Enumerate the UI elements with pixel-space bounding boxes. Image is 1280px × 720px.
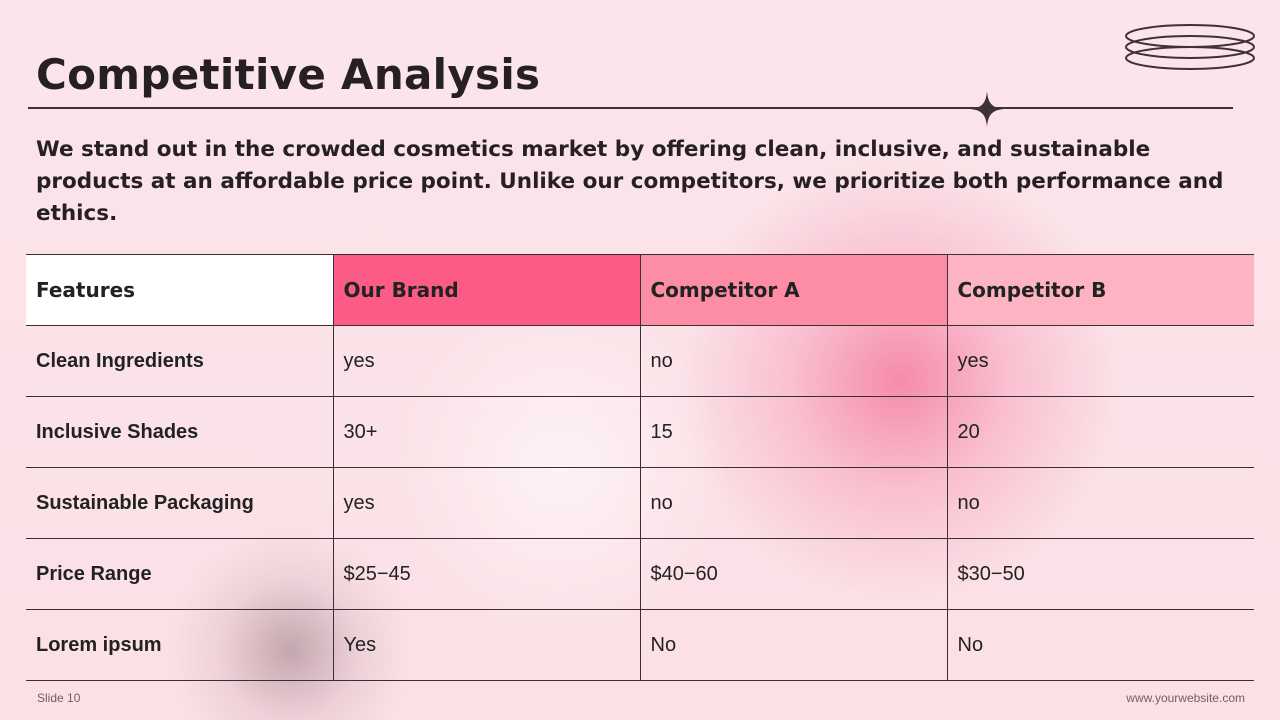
competitor-a-cell: $40−60	[639, 538, 947, 610]
table-row: Sustainable Packaging yes no no	[26, 467, 1254, 539]
intro-paragraph: We stand out in the crowded cosmetics ma…	[36, 137, 1224, 226]
header-features: Features	[26, 254, 333, 326]
feature-label: Lorem ipsum	[26, 609, 333, 681]
competitor-b-cell: $30−50	[946, 538, 1254, 610]
table-row: Clean Ingredients yes no yes	[26, 325, 1254, 397]
competitor-b-cell: no	[946, 467, 1254, 539]
our-brand-cell: 30+	[332, 396, 640, 468]
feature-label: Inclusive Shades	[26, 396, 333, 468]
our-brand-cell: Yes	[332, 609, 640, 681]
header-our-brand: Our Brand	[332, 254, 640, 326]
table-row: Price Range $25−45 $40−60 $30−50	[26, 538, 1254, 610]
header-competitor-a: Competitor A	[639, 254, 947, 326]
slide-number: Slide 10	[37, 691, 81, 705]
header-competitor-b: Competitor B	[946, 254, 1254, 326]
our-brand-cell: yes	[332, 325, 640, 397]
slide-title: Competitive Analysis	[36, 50, 541, 99]
competitor-a-cell: no	[639, 467, 947, 539]
comparison-table: Features Our Brand Competitor A Competit…	[26, 254, 1254, 681]
competitor-a-cell: No	[639, 609, 947, 681]
rings-icon	[1125, 24, 1255, 70]
feature-label: Price Range	[26, 538, 333, 610]
table-row: Inclusive Shades 30+ 15 20	[26, 396, 1254, 468]
competitor-b-cell: No	[946, 609, 1254, 681]
our-brand-cell: yes	[332, 467, 640, 539]
competitor-b-cell: yes	[946, 325, 1254, 397]
competitor-b-cell: 20	[946, 396, 1254, 468]
table-row: Lorem ipsum Yes No No	[26, 609, 1254, 681]
our-brand-cell: $25−45	[332, 538, 640, 610]
competitor-a-cell: 15	[639, 396, 947, 468]
website-url: www.yourwebsite.com	[1126, 691, 1245, 705]
feature-label: Clean Ingredients	[26, 325, 333, 397]
competitor-a-cell: no	[639, 325, 947, 397]
feature-label: Sustainable Packaging	[26, 467, 333, 539]
title-divider	[28, 107, 1233, 109]
sparkle-icon	[970, 91, 1004, 127]
table-header-row: Features Our Brand Competitor A Competit…	[26, 254, 1254, 326]
